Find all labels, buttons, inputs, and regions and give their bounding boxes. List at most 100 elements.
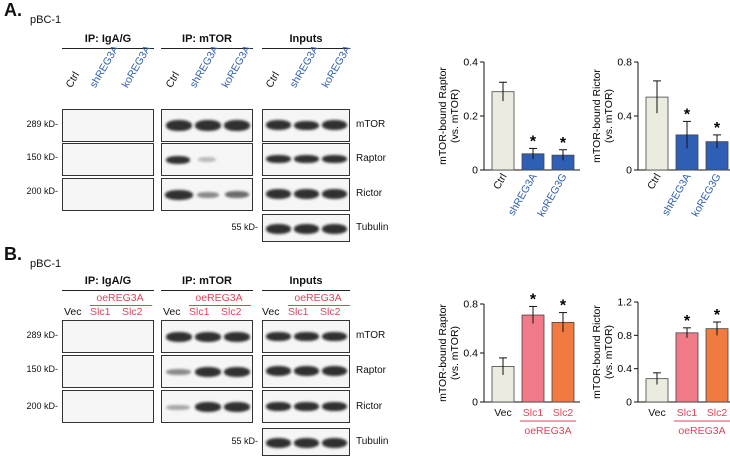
blot-a-iga-rictor [62,178,154,211]
panel-b-oe-label-2: oeREG3A [195,292,243,304]
panel-a-lane-ctrl-3: Ctrl [263,69,283,90]
chart-a-rictor: mTOR-bound Rictor (vs. mTOR) 0 0.4 0.8 Ctrl * s… [591,57,730,219]
panel-b-lane-slc2-1: Slc2 [122,306,143,318]
panel-b-protein-rictor: Rictor [356,401,383,412]
chart-significance-mark: * [560,135,567,152]
panel-a-lane-sh-1: shREG3A [87,43,122,90]
panel-a-lane-sh-3: shREG3A [287,43,322,90]
panel-a-group-inputs: Inputs [289,33,323,45]
chart-ylabel-line2: (vs. mTOR) [449,326,461,380]
panel-b-group-iga: IP: IgA/G [84,275,132,287]
panel-b-lane-slc1-3: Slc1 [288,306,309,318]
chart-y-tick-label: 0.4 [617,111,632,123]
chart-y-tick-label: 0.8 [617,57,632,69]
blot-a-iga-raptor [62,143,154,176]
chart-y-tick-label: 1.2 [617,297,632,309]
chart-significance-mark: * [530,133,537,150]
chart-bar [491,91,515,171]
panel-a-cell-line: pBC-1 [30,14,62,26]
panel-b-lane-slc1-1: Slc1 [90,306,111,318]
panel-b-protein-tubulin: Tubulin [356,436,389,447]
blot-a-input-raptor [262,143,350,176]
chart-ylabel-line1: mTOR-bound Raptor [437,304,449,402]
panel-a-group-mtor-line [161,48,253,49]
chart-significance-mark: * [714,307,721,324]
panel-b-mw-rictor: 200 kD- [26,401,58,411]
panel-a-lane-ctrl-2: Ctrl [163,69,183,90]
panel-a-mw-raptor: 150 kD- [26,152,58,162]
panel-a-group-inputs-line [262,48,350,49]
panel-a-mw-mtor: 289 kD- [26,119,58,129]
blot-a-ip-rictor [161,178,253,211]
blot-b-iga-rictor [62,390,154,423]
panel-b-group-inputs: Inputs [289,275,323,287]
panel-b-lane-vec-3: Vec [262,306,280,318]
panel-b-oe-line-3 [288,305,350,306]
chart-significance-mark: * [714,120,721,137]
panel-b-mw-mtor: 289 kD- [26,330,58,340]
chart-significance-mark: * [684,313,691,330]
chart-category-label: koREG3G [689,172,723,219]
panel-b-protein-raptor: Raptor [356,365,387,376]
chart-ylabel-line1: mTOR-bound Raptor [437,67,449,165]
chart-category-label: Ctrl [645,172,664,192]
panel-a-mw-tubulin: 55 kD- [231,222,258,232]
panel-a-mw-rictor: 200 kD- [26,186,58,196]
chart-group-label: oeREG3A [524,425,571,437]
chart-ylabel-line2: (vs. mTOR) [449,89,461,143]
panel-b-group-mtor-line [161,290,253,291]
panel-b-group-mtor: IP: mTOR [182,275,232,287]
chart-category-label: Slc2 [707,407,728,419]
chart-group-label: oeREG3A [678,425,725,437]
panel-a-lane-ko-1: koREG3A [119,43,154,90]
chart-category-label: Slc1 [677,407,698,419]
blot-b-ip-rictor [161,390,253,423]
blot-a-input-tubulin [262,214,350,242]
chart-y-tick-label: 0.4 [463,348,478,360]
blot-a-ip-mtor [161,109,253,142]
chart-b-raptor: mTOR-bound Raptor (vs. mTOR) 0 0.4 0.8 Vec * Sl… [437,291,580,437]
panel-b-oe-line-1 [90,305,152,306]
chart-y-tick-label: 0.4 [617,363,632,375]
chart-significance-mark: * [530,291,537,308]
panel-a-protein-rictor: Rictor [356,188,383,199]
chart-y-tick-label: 0 [626,397,632,409]
chart-a-raptor: mTOR-bound Raptor (vs. mTOR) 0 0.2 0.4 Ctrl * s… [437,57,580,219]
chart-category-label: Vec [494,407,512,419]
chart-category-label: Slc1 [523,407,544,419]
blot-a-ip-raptor [161,143,253,176]
chart-y-tick-label: 0.8 [617,330,632,342]
chart-ylabel-line2: (vs. mTOR) [603,89,615,143]
chart-category-label: Ctrl [491,172,510,192]
chart-ylabel-line1: mTOR-bound Rictor [591,305,603,399]
panel-a-lane-sh-2: shREG3A [187,43,222,90]
panel-b-mw-raptor: 150 kD- [26,364,58,374]
chart-ylabel-line2: (vs. mTOR) [603,325,615,379]
chart-significance-mark: * [684,106,691,123]
panel-a-letter: A. [4,0,22,20]
panel-b-protein-mtor: mTOR [356,330,386,341]
panel-b-lane-slc2-3: Slc2 [320,306,341,318]
chart-category-label: Slc2 [553,407,574,419]
panel-a-group-iga-line [62,48,154,49]
blot-a-input-mtor [262,109,350,142]
blot-b-ip-mtor [161,320,253,353]
panel-a-group-mtor: IP: mTOR [182,33,232,45]
panel-b-oe-label-1: oeREG3A [96,292,144,304]
panel-a-protein-mtor: mTOR [356,119,386,130]
panel-b-lane-vec-1: Vec [64,306,82,318]
chart-category-label: Vec [648,407,666,419]
chart-bar [705,328,729,403]
blot-b-input-mtor [262,320,350,353]
panel-a-lane-ko-3: koREG3A [319,43,354,90]
panel-a-lane-ctrl-1: Ctrl [63,69,83,90]
chart-ylabel-line1: mTOR-bound Rictor [591,69,603,163]
chart-y-tick-label: 0 [626,165,632,177]
blot-b-ip-raptor [161,355,253,388]
panel-b-cell-line: pBC-1 [30,258,62,270]
chart-category-label: shREG3A [506,172,540,218]
panel-b-lane-slc2-2: Slc2 [221,306,242,318]
chart-y-tick-label: 0.8 [463,299,478,311]
chart-bar [675,332,699,403]
panel-a-protein-raptor: Raptor [356,153,387,164]
